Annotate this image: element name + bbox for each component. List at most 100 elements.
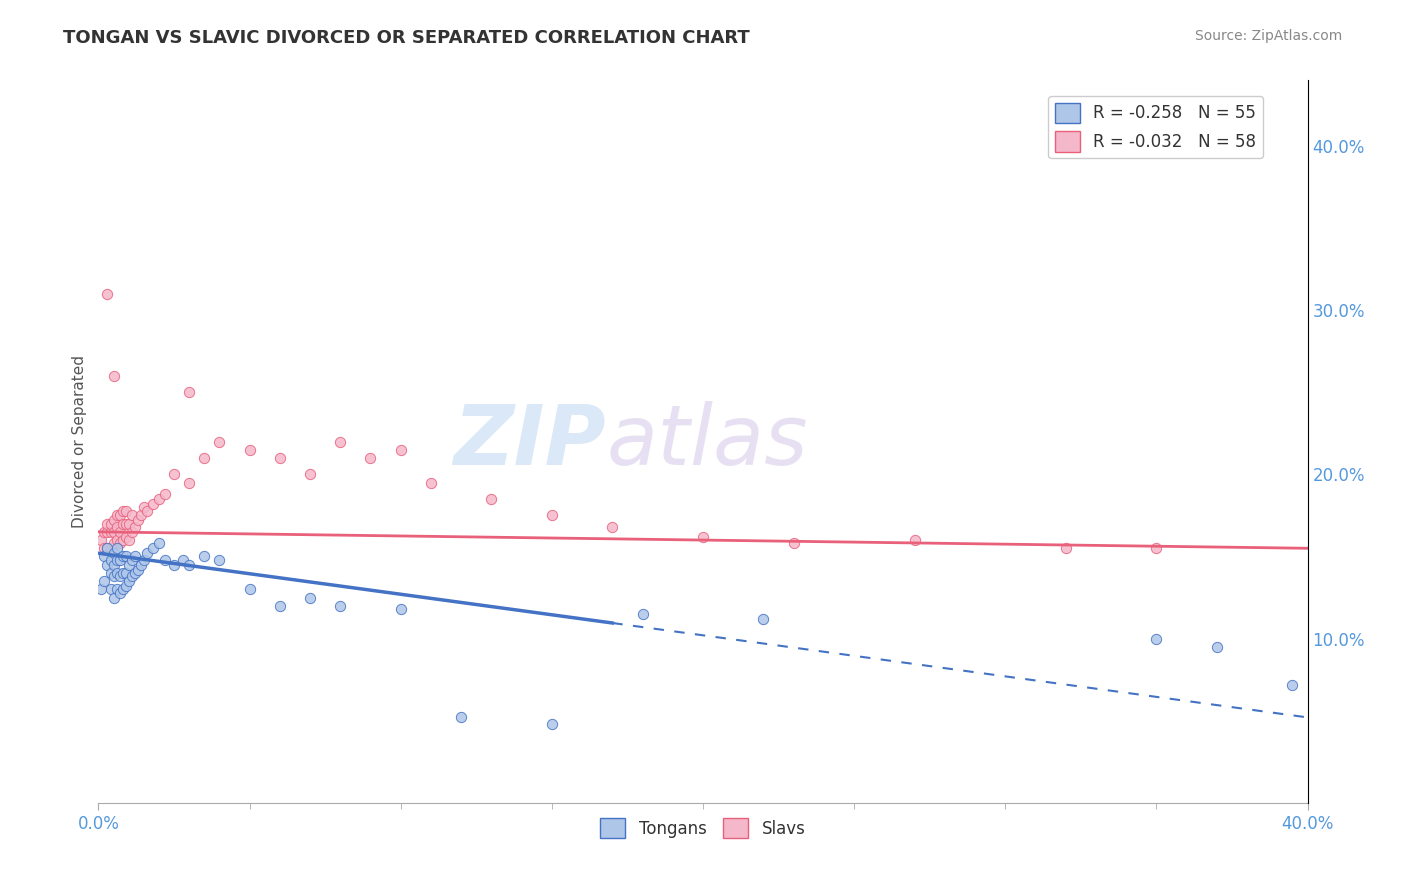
Point [93,541,115,556]
Point [96,524,118,539]
Point [108,524,131,539]
Point [239,442,262,457]
Point [127,513,149,527]
Point [208,434,231,449]
Text: TONGAN VS SLAVIC DIVORCED OR SEPARATED CORRELATION CHART: TONGAN VS SLAVIC DIVORCED OR SEPARATED C… [63,29,749,46]
Point [329,434,352,449]
Point [118,574,141,588]
Point [450,710,472,724]
Point [108,536,131,550]
Point [96,558,118,572]
Point [1206,640,1229,654]
Point [100,524,122,539]
Point [114,579,136,593]
Point [105,553,128,567]
Point [153,487,176,501]
Point [111,566,134,580]
Point [179,475,201,490]
Point [904,533,927,547]
Point [129,508,152,523]
Point [121,508,143,523]
Y-axis label: Divorced or Separated: Divorced or Separated [72,355,87,528]
Point [148,491,170,506]
Point [148,536,170,550]
Point [108,508,131,523]
Point [111,549,134,564]
Point [208,553,231,567]
Point [127,563,149,577]
Point [111,516,134,531]
Point [105,541,128,556]
Point [90,533,112,547]
Point [193,450,215,465]
Point [239,582,262,597]
Point [360,450,382,465]
Point [108,553,131,567]
Point [105,520,128,534]
Point [783,536,806,550]
Point [100,541,122,556]
Point [1054,541,1077,556]
Point [103,536,125,550]
Point [118,516,141,531]
Text: Source: ZipAtlas.com: Source: ZipAtlas.com [1195,29,1343,43]
Text: atlas: atlas [606,401,808,482]
Point [111,533,134,547]
Point [105,533,128,547]
Point [100,553,122,567]
Point [103,591,125,605]
Point [93,549,115,564]
Point [108,569,131,583]
Point [121,569,143,583]
Point [172,553,194,567]
Point [1144,541,1167,556]
Point [631,607,654,621]
Point [269,599,291,613]
Point [103,524,125,539]
Point [153,553,176,567]
Point [93,574,115,588]
Point [132,500,155,515]
Point [105,566,128,580]
Point [111,503,134,517]
Point [100,516,122,531]
Point [100,566,122,580]
Point [108,585,131,599]
Point [103,546,125,560]
Point [142,497,165,511]
Point [124,566,146,580]
Point [114,549,136,564]
Point [163,558,186,572]
Point [269,450,291,465]
Point [142,541,165,556]
Point [96,541,118,556]
Point [114,516,136,531]
Point [118,533,141,547]
Point [100,582,122,597]
Point [103,513,125,527]
Point [481,491,503,506]
Point [124,549,146,564]
Point [602,520,624,534]
Point [329,599,352,613]
Point [135,503,157,517]
Point [103,569,125,583]
Point [96,516,118,531]
Point [135,546,157,560]
Point [540,717,562,731]
Point [96,541,118,556]
Point [114,503,136,517]
Point [103,368,125,383]
Point [299,467,322,482]
Point [299,591,322,605]
Point [124,520,146,534]
Point [540,508,562,523]
Point [105,582,128,597]
Point [111,582,134,597]
Point [179,385,201,400]
Point [692,530,714,544]
Point [163,467,186,482]
Point [389,442,412,457]
Point [132,553,155,567]
Point [129,558,152,572]
